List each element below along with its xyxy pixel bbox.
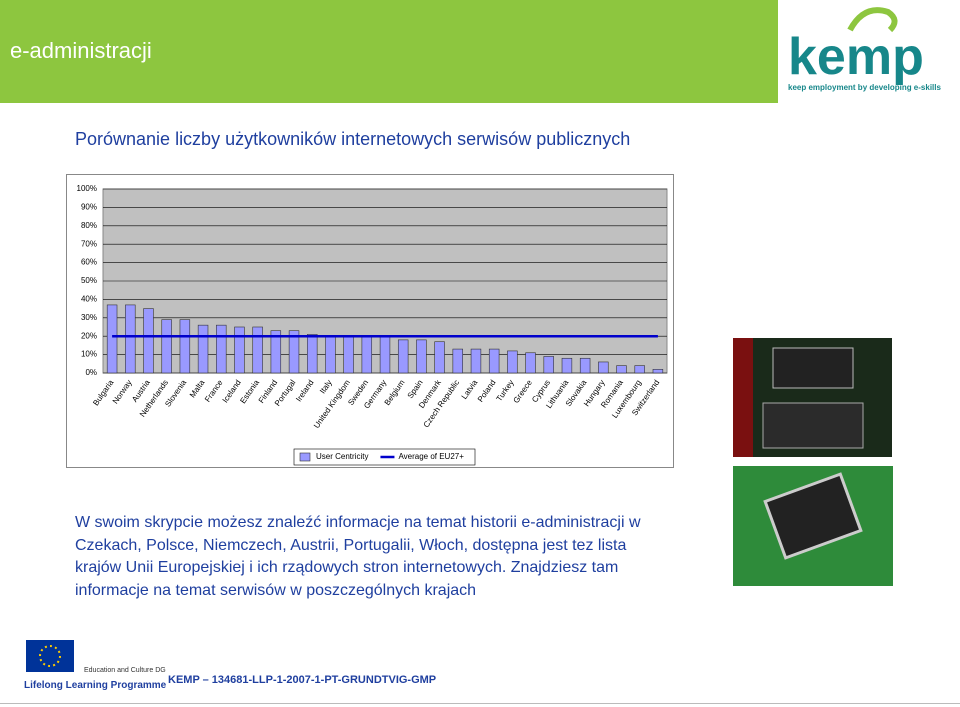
bar [634,365,645,374]
chart: 0%10%20%30%40%50%60%70%80%90%100%Bulgari… [66,174,674,468]
bar [525,352,536,374]
y-tick-label: 60% [81,258,97,267]
bar [270,330,282,374]
photo-chip [733,466,893,586]
bar [598,361,609,374]
header-bar [0,0,778,103]
bar [143,308,154,374]
paragraph: W swoim skrypcie możesz znaleźć informac… [75,514,641,599]
bar [470,348,482,374]
bar [325,335,336,374]
legend-swatch [299,452,311,462]
y-tick-label: 20% [81,331,97,340]
bar [488,348,500,374]
y-tick-label: 10% [81,350,97,359]
bar [343,335,354,374]
header-title: e-administracji [10,38,152,63]
y-tick-label: 30% [81,313,97,322]
bar [397,339,409,374]
logo-tagline: keep employment by developing e-skills [788,83,941,92]
bar [561,357,573,374]
bar [416,339,427,374]
eu-flag [26,640,74,672]
bar [179,319,191,374]
y-tick-label: 0% [85,368,97,377]
bar [252,326,263,374]
y-tick-label: 70% [81,239,97,248]
bar [307,334,318,374]
y-tick-label: 80% [81,221,97,230]
y-tick-label: 90% [81,203,97,212]
footer-programme: Lifelong Learning Programme [24,680,167,691]
photo-circuit [733,338,892,457]
bar [434,341,445,374]
bar [452,348,463,374]
logo-name: kemp [788,28,924,86]
bar [216,324,227,374]
bar [161,319,172,374]
bar [197,324,209,374]
y-tick-label: 50% [81,276,97,285]
bar [234,326,245,374]
footer-dg: Education and Culture DG [84,667,166,674]
heading: Porównanie liczby użytkowników interneto… [75,129,631,149]
legend-label: Average of EU27+ [398,452,464,461]
bar [579,357,591,374]
bar [543,356,554,374]
bar [379,335,391,374]
bar [361,335,373,374]
legend-label: User Centricity [316,452,368,461]
y-tick-label: 40% [81,295,97,304]
bar [125,304,136,374]
footer-project: KEMP – 134681-LLP-1-2007-1-PT-GRUNDTVIG-… [168,674,437,686]
bar [288,330,300,374]
bar [652,369,664,374]
footer-rule [0,703,960,704]
logo: kemp keep employment by developing e-ski… [788,7,941,92]
bar [507,350,518,374]
bar [616,365,627,374]
logo-leaf [847,7,898,33]
bar [106,304,118,374]
y-tick-label: 100% [77,184,97,193]
